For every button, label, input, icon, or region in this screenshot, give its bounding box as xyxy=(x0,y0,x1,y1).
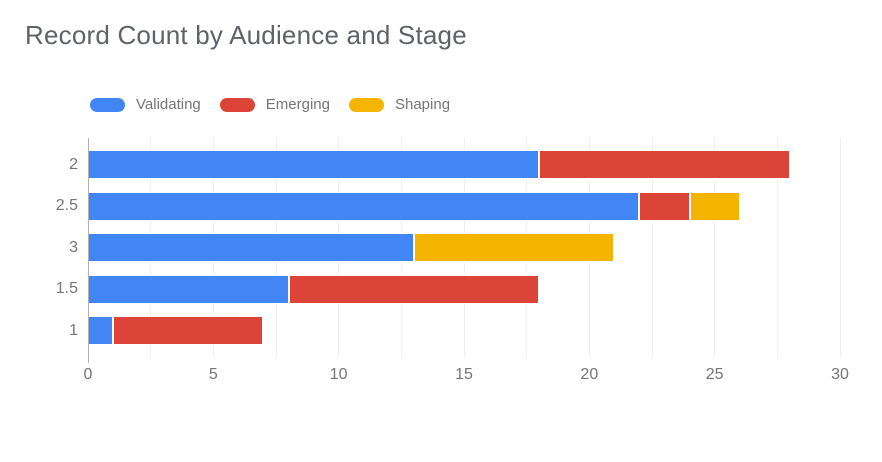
bar-segment-validating-cat-1.5[interactable] xyxy=(88,274,289,304)
x-tick-label-0: 0 xyxy=(83,366,93,383)
y-category-label: 2 xyxy=(69,155,78,173)
legend-label: Emerging xyxy=(265,96,330,113)
bar-segment-validating-cat-1[interactable] xyxy=(88,316,114,346)
bar-segment-emerging-cat-1.5[interactable] xyxy=(288,274,540,304)
x-tick-label-10: 10 xyxy=(329,366,348,383)
bar-segment-emerging-cat-2[interactable] xyxy=(539,150,790,180)
bar-segment-validating-cat-2[interactable] xyxy=(88,150,540,180)
y-category-label: 1 xyxy=(69,321,78,339)
x-tick-label-5: 5 xyxy=(208,366,218,383)
gridline-25 xyxy=(714,138,716,357)
legend-swatch-shaping xyxy=(348,98,384,112)
legend-item-validating[interactable]: Validating xyxy=(90,95,201,115)
bar-segment-emerging-cat-2.5[interactable] xyxy=(639,191,690,221)
legend-swatch-emerging xyxy=(219,98,255,112)
legend-item-emerging[interactable]: Emerging xyxy=(219,95,330,115)
gridline-22.5 xyxy=(651,138,653,357)
gridline-30 xyxy=(839,138,841,357)
x-tick-label-20: 20 xyxy=(580,366,599,383)
bar-segment-shaping-cat-2.5[interactable] xyxy=(689,191,740,221)
bar-segment-validating-cat-2.5[interactable] xyxy=(88,191,640,221)
bar-segment-validating-cat-3[interactable] xyxy=(88,233,414,263)
x-axis-baseline xyxy=(87,138,89,363)
x-tick-label-30: 30 xyxy=(831,366,849,383)
y-category-label: 1.5 xyxy=(55,280,78,298)
y-category-label: 3 xyxy=(69,238,78,256)
bar-segment-shaping-cat-3[interactable] xyxy=(413,233,615,263)
legend: Validating Emerging Shaping xyxy=(90,95,450,115)
legend-swatch-validating xyxy=(90,98,125,112)
legend-label: Validating xyxy=(136,96,201,113)
y-category-label: 2.5 xyxy=(55,197,78,215)
legend-label: Shaping xyxy=(394,96,451,113)
gridline-27.5 xyxy=(776,138,778,357)
x-tick-label-15: 15 xyxy=(455,366,473,383)
bar-segment-emerging-cat-1[interactable] xyxy=(113,316,264,346)
chart-title: Record Count by Audience and Stage xyxy=(25,20,467,50)
legend-item-shaping[interactable]: Shaping xyxy=(348,95,451,115)
x-tick-label-25: 25 xyxy=(705,366,724,383)
